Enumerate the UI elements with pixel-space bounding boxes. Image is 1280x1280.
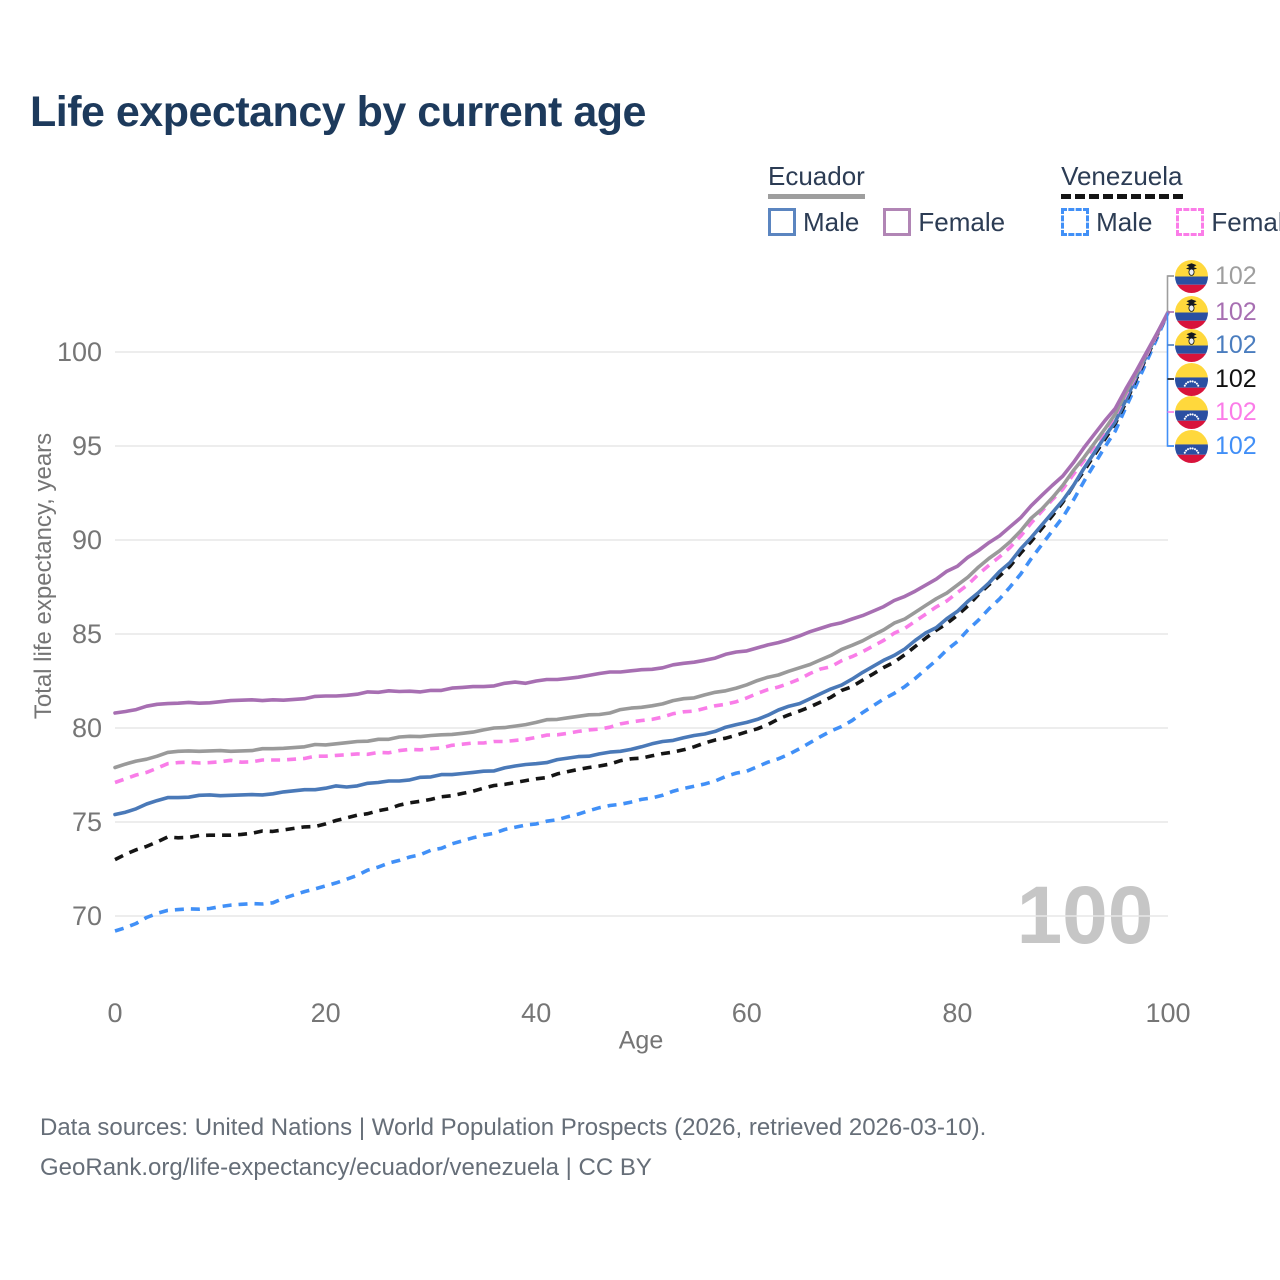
end-label-value: 102	[1215, 364, 1257, 393]
y-tick-label: 70	[72, 901, 102, 931]
ecuador-flag-icon	[1175, 295, 1208, 329]
end-label-value: 102	[1215, 261, 1257, 290]
end-label-row-venezuela-female: 102	[1175, 395, 1257, 429]
y-tick-label: 90	[72, 525, 102, 555]
end-label-value: 102	[1215, 431, 1257, 460]
end-label-row-ecuador-male: 102	[1175, 328, 1257, 362]
legend-item-ecuador-female[interactable]: Female	[883, 207, 1005, 238]
legend-swatch-icon	[1176, 208, 1205, 237]
end-label-row-venezuela-male: 102	[1175, 429, 1257, 463]
chart-title: Life expectancy by current age	[30, 88, 646, 136]
x-tick-label: 40	[521, 998, 551, 1028]
data-sources-text: Data sources: United Nations | World Pop…	[40, 1114, 987, 1141]
attribution-text: GeoRank.org/life-expectancy/ecuador/vene…	[40, 1154, 652, 1181]
x-tick-label: 60	[732, 998, 762, 1028]
footer: Data sources: United Nations | World Pop…	[40, 1108, 986, 1188]
y-tick-label: 75	[72, 807, 102, 837]
series-line-venezuela-male	[114, 311, 1170, 933]
venezuela-flag-icon	[1175, 395, 1208, 429]
legend-item-label: Male	[803, 206, 860, 237]
ecuador-flag-icon	[1175, 328, 1208, 362]
legend-swatch-icon	[1061, 208, 1090, 237]
end-label-value: 102	[1215, 297, 1257, 326]
end-label-row-venezuela-total: 102	[1175, 362, 1257, 396]
legend-item-label: Male	[1096, 206, 1153, 237]
legend-group-venezuela: Venezuela Male Female	[1061, 162, 1280, 238]
legend-item-venezuela-male[interactable]: Male	[1061, 207, 1152, 238]
legend-swatch-icon	[768, 208, 796, 237]
legend: Ecuador Male Female Venezuela Male	[768, 162, 1280, 238]
venezuela-flag-icon	[1175, 429, 1208, 463]
end-label-value: 102	[1215, 397, 1257, 426]
series-line-ecuador-female	[113, 310, 1170, 715]
x-tick-label: 0	[107, 998, 122, 1028]
end-label-row-ecuador-total: 102	[1175, 259, 1257, 293]
legend-swatch-icon	[883, 208, 912, 237]
legend-group-ecuador: Ecuador Male Female	[768, 162, 1005, 238]
x-tick-label: 80	[942, 998, 972, 1028]
end-label-row-ecuador-female: 102	[1175, 295, 1257, 329]
x-tick-label: 100	[1145, 998, 1190, 1028]
legend-item-venezuela-female[interactable]: Female	[1176, 207, 1280, 238]
y-tick-label: 95	[72, 431, 102, 461]
y-tick-label: 85	[72, 619, 102, 649]
x-tick-label: 20	[311, 998, 341, 1028]
series-line-ecuador-male	[113, 310, 1170, 817]
connector-line	[1166, 275, 1174, 313]
y-tick-label: 80	[72, 713, 102, 743]
legend-item-label: Female	[918, 206, 1006, 237]
series-line-ecuador-total	[113, 310, 1170, 770]
legend-item-label: Female	[1211, 206, 1280, 237]
y-tick-label: 100	[57, 337, 102, 367]
end-label-value: 102	[1215, 330, 1257, 359]
venezuela-flag-icon	[1175, 362, 1208, 396]
x-axis-title: Age	[618, 1026, 664, 1055]
series-line-venezuela-total	[114, 311, 1170, 862]
legend-item-ecuador-male[interactable]: Male	[768, 207, 859, 238]
series-line-venezuela-female	[114, 311, 1170, 785]
legend-group-title-ecuador[interactable]: Ecuador	[768, 162, 865, 199]
ecuador-flag-icon	[1175, 259, 1208, 293]
legend-group-title-venezuela[interactable]: Venezuela	[1061, 162, 1183, 199]
